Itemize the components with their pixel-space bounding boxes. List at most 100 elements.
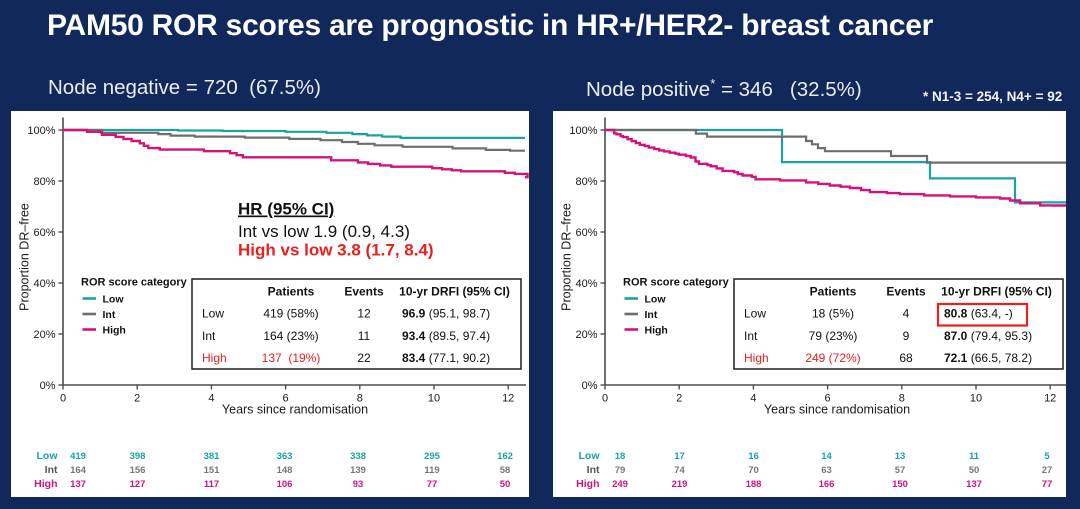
svg-text:Events: Events — [344, 285, 384, 299]
svg-text:4: 4 — [208, 393, 214, 405]
svg-text:93.4 (89.5, 97.4): 93.4 (89.5, 97.4) — [402, 329, 490, 343]
svg-text:Int: Int — [45, 464, 58, 476]
svg-text:79: 79 — [615, 465, 626, 476]
svg-text:139: 139 — [350, 465, 366, 476]
svg-text:96.9 (95.1, 98.7): 96.9 (95.1, 98.7) — [402, 307, 490, 321]
svg-text:50: 50 — [500, 479, 511, 490]
svg-text:249: 249 — [612, 479, 628, 490]
svg-text:60%: 60% — [575, 227, 597, 239]
svg-text:77: 77 — [1042, 479, 1053, 490]
svg-text:188: 188 — [746, 479, 762, 490]
svg-text:338: 338 — [350, 451, 366, 462]
svg-text:18: 18 — [615, 451, 626, 462]
svg-text:166: 166 — [819, 479, 835, 490]
svg-text:60%: 60% — [33, 227, 55, 239]
svg-text:10-yr DRFI (95% CI): 10-yr DRFI (95% CI) — [941, 285, 1052, 299]
svg-text:14: 14 — [821, 451, 832, 462]
svg-text:12: 12 — [1044, 393, 1056, 405]
svg-text:419: 419 — [70, 451, 86, 462]
svg-text:2: 2 — [134, 393, 140, 405]
svg-text:68: 68 — [899, 351, 913, 365]
svg-text:Low: Low — [744, 307, 766, 321]
svg-text:156: 156 — [130, 465, 146, 476]
svg-text:127: 127 — [130, 479, 146, 490]
svg-text:11: 11 — [358, 329, 371, 343]
svg-text:137 (19%): 137 (19%) — [262, 351, 321, 365]
svg-text:0%: 0% — [582, 380, 598, 392]
svg-text:10: 10 — [970, 393, 982, 405]
svg-text:57: 57 — [895, 465, 906, 476]
svg-text:ROR score category: ROR score category — [81, 277, 188, 289]
svg-text:16: 16 — [748, 451, 759, 462]
svg-text:162: 162 — [497, 451, 513, 462]
svg-text:119: 119 — [424, 465, 439, 476]
svg-text:150: 150 — [892, 479, 908, 490]
svg-text:Low: Low — [645, 293, 667, 305]
svg-text:398: 398 — [130, 451, 146, 462]
svg-text:164 (23%): 164 (23%) — [263, 329, 318, 343]
svg-text:77: 77 — [427, 479, 438, 490]
svg-text:219: 219 — [672, 479, 688, 490]
svg-text:0: 0 — [60, 393, 66, 405]
svg-text:Int vs low 1.9 (0.9, 4.3): Int vs low 1.9 (0.9, 4.3) — [238, 222, 410, 241]
svg-text:6: 6 — [283, 393, 289, 405]
svg-text:10-yr DRFI (95% CI): 10-yr DRFI (95% CI) — [399, 285, 510, 299]
svg-text:8: 8 — [357, 393, 363, 405]
svg-text:419 (58%): 419 (58%) — [263, 307, 318, 321]
svg-text:58: 58 — [500, 465, 511, 476]
svg-text:12: 12 — [357, 307, 371, 321]
svg-text:100%: 100% — [569, 125, 597, 137]
svg-text:22: 22 — [357, 351, 371, 365]
svg-text:13: 13 — [895, 451, 906, 462]
svg-text:Low: Low — [37, 450, 59, 462]
svg-text:27: 27 — [1042, 465, 1053, 476]
svg-text:Int: Int — [202, 329, 216, 343]
svg-text:Int: Int — [744, 329, 758, 343]
svg-text:83.4 (77.1, 90.2): 83.4 (77.1, 90.2) — [402, 351, 490, 365]
svg-text:80%: 80% — [33, 176, 55, 188]
svg-text:148: 148 — [277, 465, 293, 476]
svg-text:80.8 (63.4, -): 80.8 (63.4, -) — [944, 307, 1013, 321]
svg-text:50: 50 — [969, 465, 980, 476]
svg-text:10: 10 — [428, 393, 440, 405]
svg-text:Low: Low — [103, 293, 125, 305]
svg-text:106: 106 — [277, 479, 293, 490]
svg-text:63: 63 — [821, 465, 832, 476]
svg-text:72.1 (66.5, 78.2): 72.1 (66.5, 78.2) — [944, 351, 1032, 365]
svg-text:17: 17 — [674, 451, 685, 462]
svg-text:79 (23%): 79 (23%) — [809, 329, 858, 343]
svg-text:ROR score category: ROR score category — [623, 277, 730, 289]
svg-text:Low: Low — [202, 307, 224, 321]
svg-text:5: 5 — [1044, 451, 1050, 462]
svg-text:Int: Int — [587, 464, 600, 476]
svg-text:20%: 20% — [33, 329, 55, 341]
svg-text:High: High — [645, 324, 668, 336]
svg-text:87.0 (79.4, 95.3): 87.0 (79.4, 95.3) — [944, 329, 1032, 343]
svg-text:100%: 100% — [27, 125, 55, 137]
svg-text:High: High — [103, 324, 126, 336]
svg-text:18 (5%): 18 (5%) — [812, 307, 854, 321]
svg-text:0: 0 — [602, 393, 608, 405]
svg-text:363: 363 — [277, 451, 293, 462]
svg-text:117: 117 — [204, 479, 219, 490]
svg-text:4: 4 — [750, 393, 756, 405]
svg-text:Years since randomisation: Years since randomisation — [764, 403, 910, 417]
svg-text:249 (72%): 249 (72%) — [805, 351, 860, 365]
svg-text:6: 6 — [825, 393, 831, 405]
svg-text:70: 70 — [748, 465, 759, 476]
svg-text:381: 381 — [204, 451, 221, 462]
svg-text:Int: Int — [645, 309, 658, 321]
svg-text:20%: 20% — [575, 329, 597, 341]
svg-text:High: High — [202, 351, 227, 365]
svg-text:Patients: Patients — [268, 285, 315, 299]
svg-text:12: 12 — [502, 393, 514, 405]
svg-text:11: 11 — [969, 451, 980, 462]
svg-text:40%: 40% — [575, 278, 597, 290]
svg-text:0%: 0% — [40, 380, 56, 392]
svg-text:137: 137 — [966, 479, 982, 490]
svg-text:HR (95% CI): HR (95% CI) — [238, 200, 334, 219]
svg-text:295: 295 — [424, 451, 441, 462]
svg-text:High: High — [744, 351, 769, 365]
svg-text:74: 74 — [674, 465, 685, 476]
svg-text:High vs low 3.8 (1.7, 8.4): High vs low 3.8 (1.7, 8.4) — [238, 241, 434, 260]
